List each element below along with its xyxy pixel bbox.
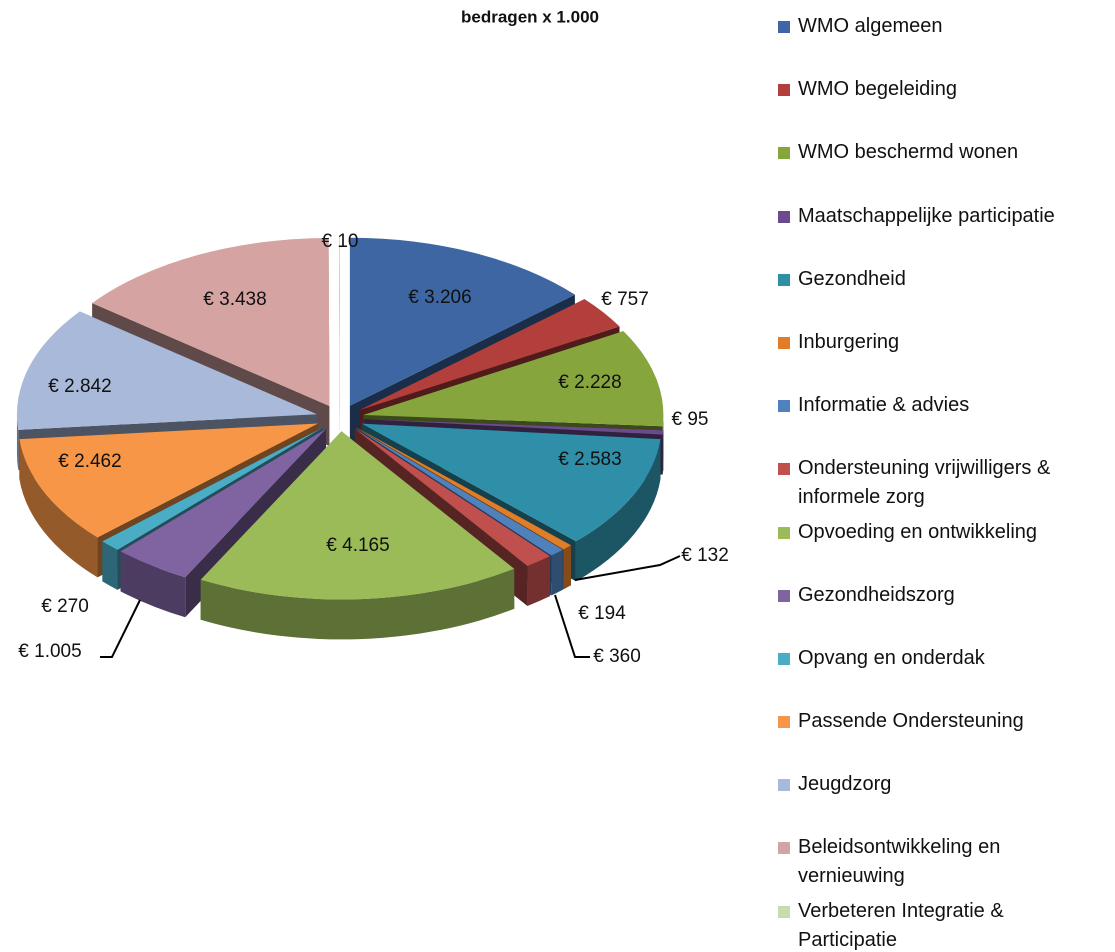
slice: [356, 427, 571, 550]
data-label: € 270: [41, 596, 89, 617]
legend-swatch: [778, 273, 790, 286]
legend-item: Opvoeding en ontwikkeling: [778, 518, 1108, 581]
legend-swatch: [778, 589, 790, 602]
legend-item: Ondersteuning vrijwilligers & informele …: [778, 454, 1108, 517]
data-label: € 95: [672, 409, 709, 430]
data-label: € 3.206: [408, 287, 471, 308]
leader-line: [554, 594, 590, 658]
slice: [356, 427, 563, 556]
slice-wall: [19, 439, 98, 578]
legend-label: Informatie & advies: [798, 394, 970, 417]
legend-swatch: [778, 905, 790, 918]
slice: [102, 427, 323, 550]
slice: [92, 237, 330, 406]
legend-swatch: [778, 336, 790, 349]
legend: WMO algemeen WMO begeleiding WMO beschermd…: [778, 12, 1108, 952]
slice-wall: [102, 541, 118, 590]
legend-item: Maatschappelijke participatie: [778, 202, 1108, 265]
legend-swatch: [778, 147, 790, 160]
data-label: € 194: [578, 603, 626, 624]
slice: [349, 237, 575, 406]
legend-label: Opvang en onderdak: [798, 646, 985, 669]
slice-wall: [575, 439, 661, 582]
legend-item: WMO begeleiding: [778, 75, 1108, 138]
legend-label: WMO beschermd wonen: [798, 141, 1019, 164]
data-label: € 4.165: [326, 535, 389, 556]
data-label: € 2.583: [558, 449, 621, 470]
legend-label: WMO begeleiding: [798, 78, 957, 101]
legend-label: Gezondheidszorg: [798, 583, 955, 606]
data-label: € 757: [601, 289, 649, 310]
slice: [363, 331, 664, 427]
data-label: € 2.228: [558, 372, 621, 393]
legend-item: Inburgering: [778, 328, 1108, 391]
legend-item: Jeugdzorg: [778, 770, 1108, 833]
slice-wall: [120, 551, 186, 618]
slice-wall: [662, 430, 664, 475]
legend-label: Passende Ondersteuning: [798, 710, 1024, 733]
slice: [359, 299, 620, 411]
legend-item: Beleidsontwikkeling en vernieuwing: [778, 833, 1108, 896]
slice: [120, 428, 327, 578]
legend-swatch: [778, 84, 790, 97]
legend-label: Ondersteuning vrijwilligers & informele …: [798, 457, 1051, 509]
legend-swatch: [778, 779, 790, 792]
legend-item: WMO algemeen: [778, 12, 1108, 75]
slice: [361, 423, 661, 542]
legend-item: Verbeteren Integratie & Participatie: [778, 897, 1108, 952]
chart-title: bedragen x 1.000: [461, 7, 599, 26]
legend-swatch: [778, 842, 790, 855]
data-label: € 132: [681, 545, 729, 566]
slice-side: [339, 236, 340, 445]
legend-label: Maatschappelijke participatie: [798, 204, 1055, 227]
legend-label: Opvoeding en ontwikkeling: [798, 520, 1038, 543]
legend-item: Passende Ondersteuning: [778, 707, 1108, 770]
legend-label: Inburgering: [798, 330, 900, 353]
legend-swatch: [778, 210, 790, 223]
legend-item: Opvang en onderdak: [778, 644, 1108, 707]
slice-wall: [527, 556, 550, 606]
leader-line: [100, 599, 141, 658]
legend-swatch: [778, 463, 790, 476]
legend-swatch: [778, 716, 790, 729]
slice: [363, 419, 664, 435]
data-label: € 2.842: [48, 376, 111, 397]
legend-swatch: [778, 652, 790, 665]
leader-line: [574, 555, 681, 581]
legend-swatch: [778, 526, 790, 539]
slice: [339, 236, 340, 405]
data-label: € 3.438: [203, 289, 266, 310]
legend-item: Gezondheidszorg: [778, 581, 1108, 644]
legend-item: WMO beschermd wonen: [778, 138, 1108, 201]
legend-label: WMO algemeen: [798, 15, 943, 37]
legend-label: Verbeteren Integratie & Participatie: [798, 899, 1004, 951]
data-label: € 360: [593, 646, 641, 667]
slice: [19, 423, 319, 538]
legend-label: Jeugdzorg: [798, 773, 892, 796]
slice: [354, 428, 550, 566]
legend-item: Gezondheid: [778, 265, 1108, 328]
legend-swatch: [778, 21, 790, 33]
data-label: € 1.005: [18, 641, 81, 662]
slice: [16, 311, 317, 430]
slice-wall: [200, 568, 515, 640]
slice-wall: [563, 545, 571, 590]
data-label: € 10: [322, 231, 359, 252]
legend-item: Informatie & advies: [778, 391, 1108, 454]
slice: [200, 431, 515, 600]
legend-swatch: [778, 400, 790, 413]
legend-label: Beleidsontwikkeling en vernieuwing: [798, 836, 1001, 888]
legend-label: Gezondheid: [798, 267, 906, 290]
data-label: € 2.462: [58, 451, 121, 472]
slice-wall: [16, 414, 19, 470]
slice-wall: [551, 549, 563, 596]
